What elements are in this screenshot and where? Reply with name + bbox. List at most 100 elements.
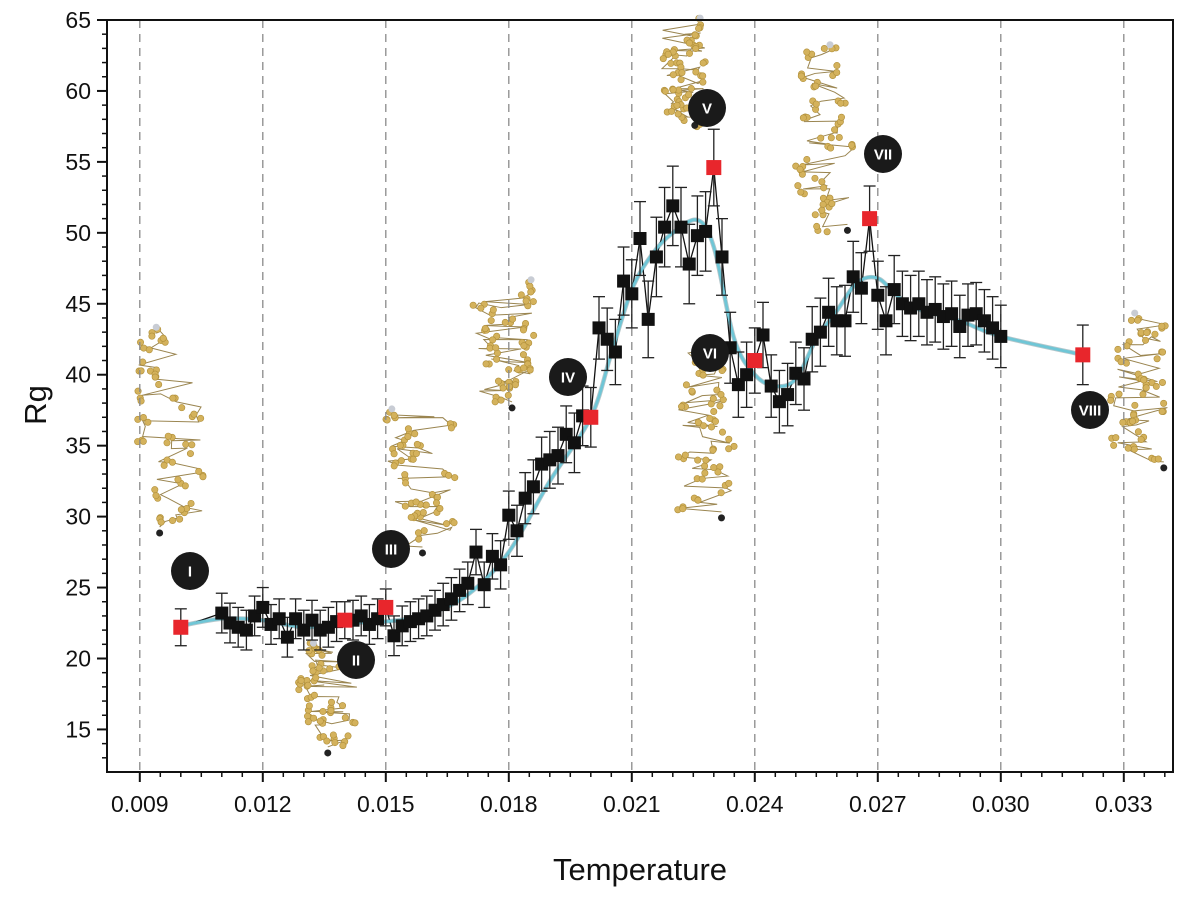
chain-bead: [315, 664, 323, 672]
chain-bead: [169, 517, 177, 525]
chain-bead: [669, 86, 677, 94]
chain-bead: [419, 509, 427, 517]
chain-bead: [491, 398, 499, 406]
chain-bead: [686, 49, 694, 57]
y-tick-label: 15: [65, 716, 91, 742]
conformation-8: [1107, 309, 1169, 472]
highlighted-points: [173, 160, 1091, 635]
chain-end-bead: [418, 549, 426, 557]
y-tick-label: 20: [65, 645, 91, 671]
chain-start-bead: [152, 323, 160, 331]
data-point: [256, 600, 270, 614]
chain-bead: [509, 315, 517, 323]
highlighted-point-vi: [747, 353, 763, 369]
chain-bead: [692, 45, 700, 53]
marker-circle: [549, 358, 587, 396]
chain-bead: [794, 182, 802, 190]
y-tick-label: 45: [65, 291, 91, 317]
marker-circle: [691, 334, 729, 372]
chain-bead: [691, 31, 699, 39]
chain-bead: [323, 737, 331, 745]
data-point: [666, 199, 680, 213]
chain-bead: [497, 396, 505, 404]
data-point: [510, 524, 524, 538]
chain-bead: [489, 306, 497, 314]
chain-bead: [422, 501, 430, 509]
data-point: [625, 287, 639, 301]
chain-bead: [155, 380, 163, 388]
data-point: [797, 372, 811, 386]
chain-bead: [685, 39, 693, 47]
chain-bead: [831, 126, 839, 134]
data-point: [289, 612, 303, 626]
highlighted-point-vii: [862, 211, 878, 227]
marker-circle: [372, 530, 410, 568]
chain-bead: [1140, 376, 1148, 384]
chain-start-bead: [309, 639, 317, 647]
chain-bead: [716, 402, 724, 410]
highlighted-point-iii: [378, 599, 394, 615]
x-tick-label: 0.015: [357, 791, 415, 817]
marker-circle: [171, 552, 209, 590]
chain-bead: [797, 188, 805, 196]
marker-label: III: [385, 542, 398, 559]
y-tick-label: 25: [65, 575, 91, 601]
chain-bead: [433, 493, 441, 501]
data-point: [526, 480, 540, 494]
chain-bead: [1110, 441, 1118, 449]
chain-bead: [187, 499, 195, 507]
chain-bead: [139, 437, 147, 445]
data-point: [461, 576, 475, 590]
y-tick-label: 55: [65, 149, 91, 175]
data-point: [994, 329, 1008, 343]
chain-bead: [318, 651, 326, 659]
chain-bead: [137, 397, 145, 405]
chain-bead: [1107, 396, 1115, 404]
plot-frame: [106, 19, 1174, 773]
data-point: [756, 328, 770, 342]
x-tick-label: 0.021: [603, 791, 661, 817]
chain-bead: [344, 732, 352, 740]
chain-bead: [152, 492, 160, 500]
conformation-7: [792, 41, 856, 236]
chain-start-bead: [826, 41, 834, 49]
data-points: [215, 199, 1008, 644]
data-point: [551, 449, 565, 463]
data-point: [953, 319, 967, 333]
chain-bead: [694, 496, 702, 504]
data-point: [305, 613, 319, 627]
chain-end-bead: [156, 529, 164, 537]
data-point: [764, 379, 778, 393]
chain-bead: [700, 422, 708, 430]
chain-bead: [1134, 428, 1142, 436]
chain-bead: [833, 62, 841, 70]
marker-vii: VII: [864, 135, 902, 173]
chain-bead: [820, 184, 828, 192]
chain-bead: [182, 440, 190, 448]
chain-bead: [1112, 434, 1120, 442]
chain-bead: [401, 502, 409, 510]
chain-bead: [520, 342, 528, 350]
chain-bead: [661, 87, 669, 95]
chain-bead: [499, 384, 507, 392]
chain-bead: [818, 206, 826, 214]
chain-bead: [674, 110, 682, 118]
chain-bead: [178, 404, 186, 412]
marker-label: IV: [561, 370, 575, 387]
y-tick-label: 30: [65, 504, 91, 530]
data-point: [740, 368, 754, 382]
chain-bead: [413, 440, 421, 448]
chain-bead: [310, 714, 318, 722]
chain-bead: [411, 430, 419, 438]
chain-bead: [1151, 330, 1159, 338]
chain-bead: [1129, 417, 1137, 425]
chain-bead: [494, 377, 502, 385]
chain-bead: [481, 324, 489, 332]
chain-bead: [501, 318, 509, 326]
x-tick-label: 0.009: [111, 791, 169, 817]
chain-bead: [527, 288, 535, 296]
marker-label: VIII: [1079, 403, 1102, 420]
chain-bead: [812, 82, 820, 90]
chain-bead: [436, 505, 444, 513]
chain-bead: [803, 155, 811, 163]
